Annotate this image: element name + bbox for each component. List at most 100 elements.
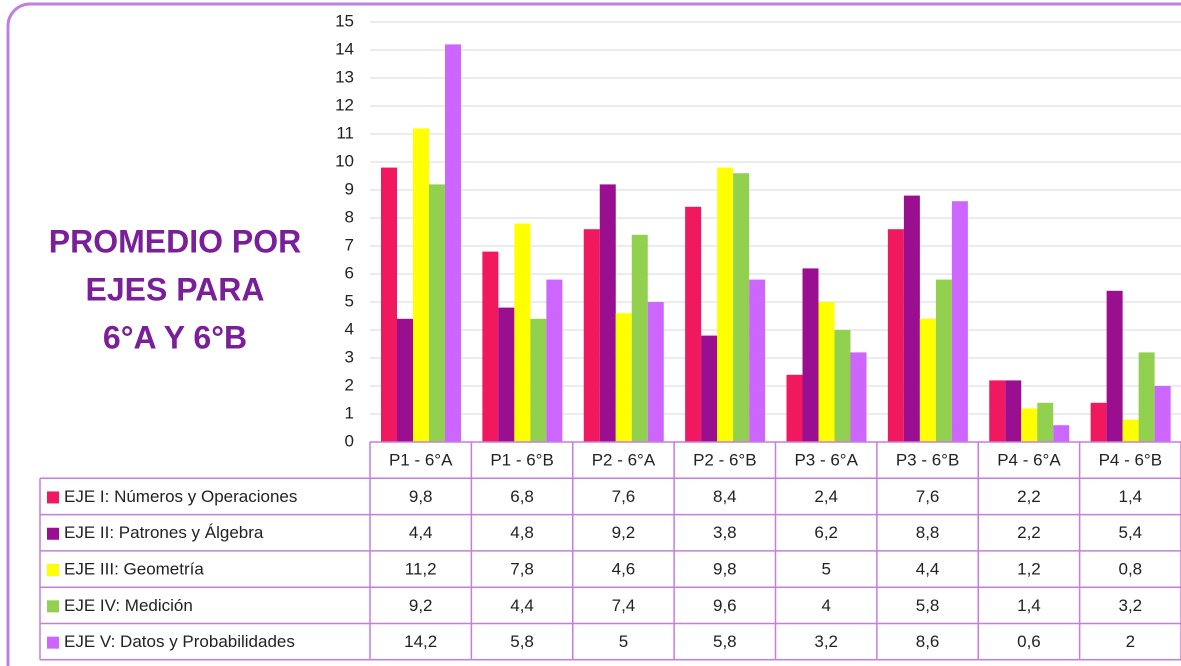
table-value: 4: [821, 596, 830, 615]
y-tick-label: 8: [345, 207, 354, 226]
chart-title: EJES PARA: [85, 271, 264, 307]
y-tick-label: 1: [345, 403, 354, 422]
bar: [701, 335, 718, 442]
bar: [903, 195, 920, 442]
bar: [631, 234, 648, 442]
table-value: 0,6: [1017, 632, 1041, 651]
legend-swatch: [47, 600, 59, 613]
table-value: 8,8: [916, 523, 940, 542]
bar: [1122, 419, 1139, 442]
table-value: 3,8: [713, 523, 737, 542]
bar: [482, 251, 499, 442]
bar: [717, 167, 734, 442]
bar: [733, 173, 750, 442]
bar: [818, 302, 835, 442]
bar: [498, 307, 515, 442]
bar: [429, 184, 445, 442]
y-tick-label: 4: [345, 319, 354, 338]
bar: [786, 374, 803, 442]
table-value: 2: [1126, 632, 1135, 651]
legend-label: EJE I: Números y Operaciones: [64, 487, 297, 506]
bar: [685, 206, 702, 442]
y-tick-label: 3: [345, 347, 354, 366]
table-value: 7,6: [612, 487, 636, 506]
chart-title: 6°A Y 6°B: [103, 319, 247, 355]
bar: [1090, 402, 1107, 442]
y-tick-label: 10: [335, 151, 354, 170]
table-value: 8,6: [916, 632, 940, 651]
bar: [530, 318, 547, 442]
bar: [850, 352, 867, 442]
table-value: 5: [821, 560, 830, 579]
bar: [583, 229, 600, 442]
y-tick-label: 11: [336, 123, 354, 142]
table-value: 9,2: [612, 523, 636, 542]
y-tick-label: 7: [345, 235, 354, 254]
bar: [647, 302, 664, 442]
legend-label: EJE IV: Medición: [64, 596, 193, 615]
y-tick-label: 6: [345, 263, 354, 282]
table-value: 0,8: [1118, 560, 1142, 579]
x-tick-label: P3 - 6°A: [794, 451, 858, 470]
table-value: 5: [619, 632, 628, 651]
table-value: 3,2: [814, 632, 838, 651]
table-value: 4,4: [409, 523, 433, 542]
table-value: 3,2: [1118, 596, 1142, 615]
table-value: 5,8: [713, 632, 737, 651]
legend-label: EJE III: Geometría: [64, 560, 204, 579]
table-value: 5,8: [916, 596, 940, 615]
bar: [615, 313, 632, 442]
x-tick-label: P1 - 6°A: [389, 451, 453, 470]
y-tick-label: 12: [335, 95, 354, 114]
table-value: 4,4: [916, 560, 940, 579]
table-value: 2,4: [814, 487, 838, 506]
table-value: 8,4: [713, 487, 737, 506]
table-value: 9,2: [409, 596, 433, 615]
bar: [887, 229, 904, 442]
chart-title: PROMEDIO POR: [49, 223, 301, 259]
bar: [951, 201, 968, 442]
x-tick-label: P4 - 6°B: [1099, 451, 1163, 470]
bar: [381, 167, 397, 442]
table-value: 4,4: [510, 596, 534, 615]
table-value: 7,8: [510, 560, 534, 579]
bar: [1037, 402, 1054, 442]
y-tick-label: 2: [345, 375, 354, 394]
bar: [546, 279, 563, 442]
bar: [919, 318, 936, 442]
bar: [1138, 352, 1155, 442]
bar: [749, 279, 766, 442]
table-value: 1,4: [1118, 487, 1142, 506]
bar: [802, 268, 819, 442]
bar: [445, 44, 461, 443]
legend-swatch: [47, 564, 59, 577]
table-value: 1,4: [1017, 596, 1041, 615]
table-value: 9,6: [713, 596, 737, 615]
table-value: 14,2: [404, 632, 437, 651]
bar: [1154, 386, 1171, 442]
y-tick-label: 9: [345, 179, 354, 198]
table-value: 4,8: [510, 523, 534, 542]
bar: [1021, 408, 1038, 442]
y-tick-label: 13: [335, 67, 354, 86]
y-tick-label: 0: [345, 431, 354, 450]
y-tick-label: 5: [345, 291, 354, 310]
legend-swatch: [47, 491, 59, 504]
frame: [6, 2, 1181, 666]
bar: [935, 279, 952, 442]
legend-swatch: [47, 636, 59, 649]
table-value: 2,2: [1017, 523, 1041, 542]
x-tick-label: P2 - 6°A: [592, 451, 656, 470]
table-value: 7,4: [612, 596, 636, 615]
legend-label: EJE II: Patrones y Álgebra: [64, 523, 264, 542]
table-value: 9,8: [409, 487, 433, 506]
table-value: 5,8: [510, 632, 534, 651]
table-value: 5,4: [1118, 523, 1142, 542]
legend-label: EJE V: Datos y Probabilidades: [64, 632, 295, 651]
bar: [1005, 380, 1022, 442]
bar: [834, 330, 851, 442]
bar: [514, 223, 531, 442]
table-value: 6,8: [510, 487, 534, 506]
x-tick-label: P3 - 6°B: [896, 451, 960, 470]
